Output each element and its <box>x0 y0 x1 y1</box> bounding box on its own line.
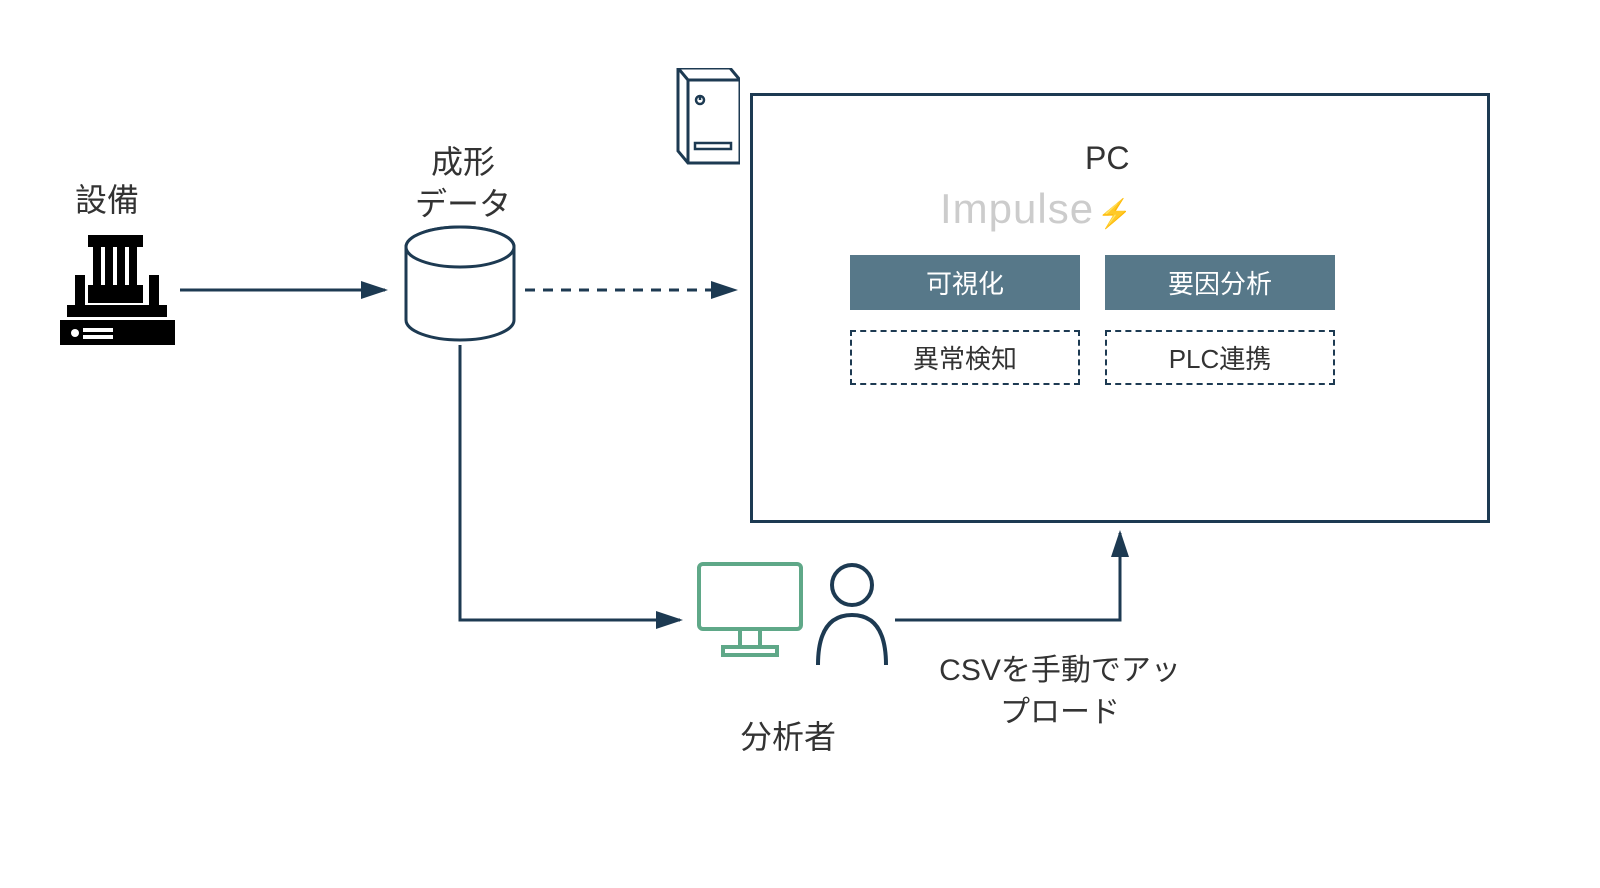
equipment-label: 設備 <box>75 175 139 221</box>
impulse-logo: Impulse⚡ <box>940 185 1133 233</box>
data-label: 成形データ <box>415 142 511 225</box>
equipment-icon <box>55 230 180 355</box>
monitor-icon <box>695 560 805 665</box>
arrow-analyst-to-pc <box>895 523 1135 633</box>
database-icon <box>400 225 520 350</box>
csv-upload-label: CSVを手動でアップロード <box>930 650 1190 734</box>
arrow-data-to-analyst <box>455 345 695 635</box>
analyst-label: 分析者 <box>740 712 836 758</box>
feature-factor-analysis: 要因分析 <box>1105 255 1335 310</box>
feature-visualization: 可視化 <box>850 255 1080 310</box>
server-icon <box>670 68 740 173</box>
feature-plc-integration: PLC連携 <box>1105 330 1335 385</box>
person-icon <box>810 560 895 675</box>
feature-anomaly-detection: 異常検知 <box>850 330 1080 385</box>
server-vertical-line <box>705 165 715 295</box>
system-diagram: 設備 成形データ 分析者 CSVを手動でアップロード PC <box>0 0 1600 888</box>
arrow-equipment-to-data <box>180 280 395 300</box>
